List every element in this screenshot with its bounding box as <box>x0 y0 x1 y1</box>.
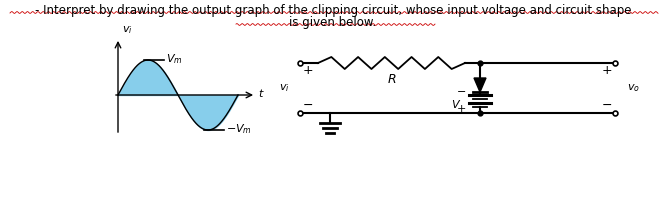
Text: +: + <box>303 65 313 78</box>
Text: - Interpret by drawing the output graph of the clipping circuit, whose input vol: - Interpret by drawing the output graph … <box>35 4 631 17</box>
Text: −: − <box>303 98 313 111</box>
Text: −: − <box>602 98 612 111</box>
Text: $V_m$: $V_m$ <box>165 52 182 66</box>
Text: $v_i$: $v_i$ <box>279 82 290 94</box>
Text: −: − <box>457 88 466 98</box>
Text: $v_o$: $v_o$ <box>627 82 640 94</box>
Text: $t$: $t$ <box>258 87 265 99</box>
Text: +: + <box>457 104 466 114</box>
Polygon shape <box>474 78 486 92</box>
Text: is given below.: is given below. <box>289 16 377 29</box>
Text: $v_i$: $v_i$ <box>122 24 133 36</box>
Text: V: V <box>452 99 459 109</box>
Text: R: R <box>387 73 396 86</box>
Text: +: + <box>602 65 612 78</box>
Text: $-V_m$: $-V_m$ <box>225 122 251 136</box>
